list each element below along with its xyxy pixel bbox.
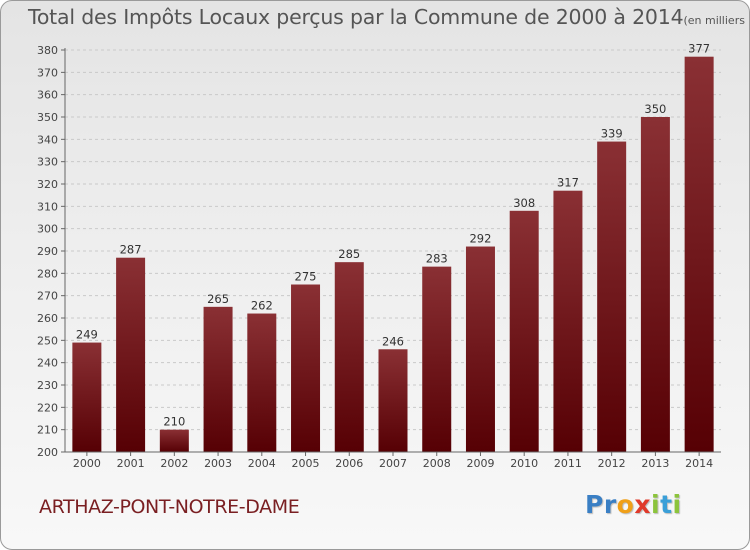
y-tick-label: 200 (37, 446, 58, 459)
y-tick-label: 230 (37, 379, 58, 392)
bars (72, 56, 714, 453)
x-tick-label: 2000 (73, 457, 101, 470)
logo-letter: t (660, 490, 673, 519)
value-label-2003: 265 (207, 292, 229, 306)
commune-name: ARTHAZ-PONT-NOTRE-DAME (39, 496, 300, 518)
bar-2010 (509, 210, 539, 452)
value-label-2004: 262 (251, 299, 273, 313)
bar-2001 (116, 257, 146, 452)
value-label-2010: 308 (513, 196, 535, 210)
bar-2007 (378, 349, 408, 452)
bar-2012 (597, 141, 627, 453)
x-tick-label: 2003 (204, 457, 232, 470)
bar-2013 (640, 117, 670, 452)
bar-2008 (422, 266, 452, 452)
axes: 200 210 220 230 240 250 260 270 280 290 300 310 320 3… (37, 44, 721, 470)
y-tick-label: 210 (37, 424, 58, 437)
value-label-2002: 210 (163, 415, 185, 429)
x-tick-label: 2007 (379, 457, 407, 470)
value-label-2013: 350 (644, 102, 666, 116)
logo-letter: x (634, 490, 651, 519)
y-tick-label: 370 (37, 66, 58, 79)
bar-2002 (159, 429, 189, 452)
value-label-2014: 377 (688, 42, 710, 56)
value-label-2007: 246 (382, 334, 404, 348)
logo-letter: P (585, 490, 604, 519)
bar-2014 (684, 56, 714, 452)
logo-letter: o (616, 490, 635, 519)
bar-2000 (72, 342, 102, 452)
y-tick-label: 310 (37, 200, 58, 213)
x-tick-label: 2001 (117, 457, 145, 470)
y-tick-label: 270 (37, 290, 58, 303)
y-tick-label: 290 (37, 245, 58, 258)
bar-2009 (465, 246, 495, 452)
value-label-2006: 285 (338, 247, 360, 261)
value-label-2005: 275 (295, 270, 317, 284)
x-tick-label: 2012 (598, 457, 626, 470)
y-tick-label: 260 (37, 312, 58, 325)
y-tick-label: 320 (37, 178, 58, 191)
y-tick-label: 330 (37, 156, 58, 169)
x-tick-label: 2008 (423, 457, 451, 470)
bar-2005 (291, 284, 321, 452)
x-tick-label: 2011 (554, 457, 582, 470)
bar-2003 (203, 306, 233, 452)
bar-2011 (553, 190, 583, 452)
logo-letter: i (651, 490, 661, 519)
logo-letter: i (672, 490, 682, 519)
x-tick-label: 2004 (248, 457, 276, 470)
y-tick-label: 360 (37, 89, 58, 102)
x-tick-label: 2006 (335, 457, 363, 470)
chart-unit-label: (en milliers d'€) (683, 14, 749, 27)
y-tick-label: 340 (37, 133, 58, 146)
y-tick-label: 300 (37, 223, 58, 236)
chart-title: Total des Impôts Locaux perçus par la Co… (28, 5, 749, 29)
x-tick-label: 2014 (685, 457, 713, 470)
value-label-2011: 317 (557, 176, 579, 190)
x-tick-label: 2009 (466, 457, 494, 470)
value-labels: 249 287 210 265 262 275 285 246 283 292 308 317 339 3… (76, 42, 710, 429)
value-label-2000: 249 (76, 328, 98, 342)
value-label-2008: 283 (426, 252, 448, 266)
x-tick-label: 2002 (160, 457, 188, 470)
value-label-2012: 339 (601, 127, 623, 141)
y-tick-label: 350 (37, 111, 58, 124)
x-tick-label: 2010 (510, 457, 538, 470)
y-tick-label: 380 (37, 44, 58, 57)
bar-2006 (334, 262, 364, 452)
y-tick-label: 240 (37, 357, 58, 370)
logo-letter: r (603, 490, 617, 519)
value-label-2009: 292 (469, 232, 491, 246)
x-tick-label: 2005 (292, 457, 320, 470)
value-label-2001: 287 (120, 243, 142, 257)
chart-title-text: Total des Impôts Locaux perçus par la Co… (28, 5, 684, 29)
bar-2004 (247, 313, 277, 452)
proxiti-logo: Proxiti (585, 490, 682, 519)
x-tick-label: 2013 (641, 457, 669, 470)
y-tick-label: 280 (37, 267, 58, 280)
y-tick-label: 250 (37, 334, 58, 347)
y-tick-label: 220 (37, 401, 58, 414)
